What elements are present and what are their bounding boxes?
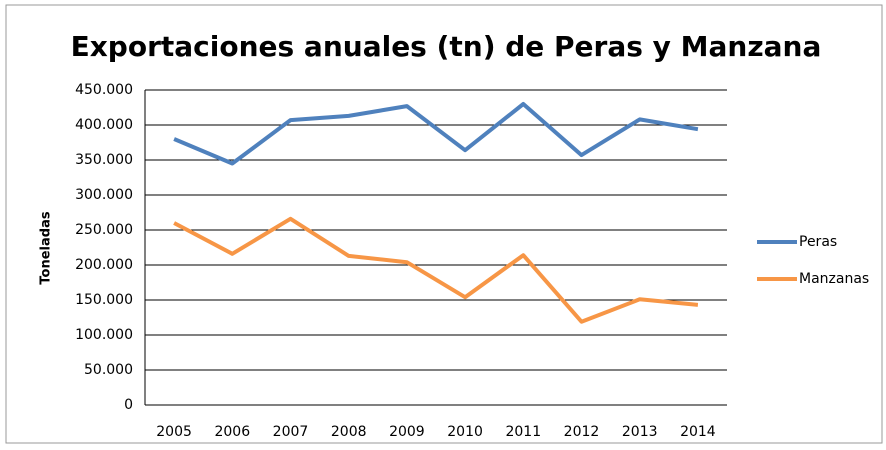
y-tick-label: 250.000: [75, 222, 133, 238]
x-tick-label: 2009: [389, 424, 425, 440]
x-tick-label: 2006: [214, 424, 250, 440]
x-tick-label: 2008: [331, 424, 367, 440]
chart-border: [5, 4, 883, 444]
series-line: [173, 102, 699, 166]
y-tick-label: 450.000: [75, 82, 133, 98]
y-tick-label: 300.000: [75, 187, 133, 203]
x-tick-label: 2007: [273, 424, 309, 440]
y-tick-label: 0: [124, 397, 133, 413]
x-tick-label: 2011: [505, 424, 541, 440]
x-tick-label: 2010: [447, 424, 483, 440]
legend-label: Manzanas: [799, 271, 869, 287]
x-tick-label: 2013: [622, 424, 658, 440]
x-tick-label: 2005: [156, 424, 192, 440]
chart-title: Exportaciones anuales (tn) de Peras y Ma…: [71, 30, 822, 63]
series-line: [173, 216, 699, 324]
legend-label: Peras: [799, 234, 837, 250]
y-tick-label: 350.000: [75, 152, 133, 168]
y-tick-label: 400.000: [75, 117, 133, 133]
y-axis-label: Toneladas: [39, 211, 54, 284]
x-tick-label: 2014: [680, 424, 716, 440]
y-tick-label: 100.000: [75, 327, 133, 343]
x-tick-label: 2012: [564, 424, 600, 440]
y-tick-label: 50.000: [84, 362, 133, 378]
y-tick-label: 150.000: [75, 292, 133, 308]
y-tick-label: 200.000: [75, 257, 133, 273]
